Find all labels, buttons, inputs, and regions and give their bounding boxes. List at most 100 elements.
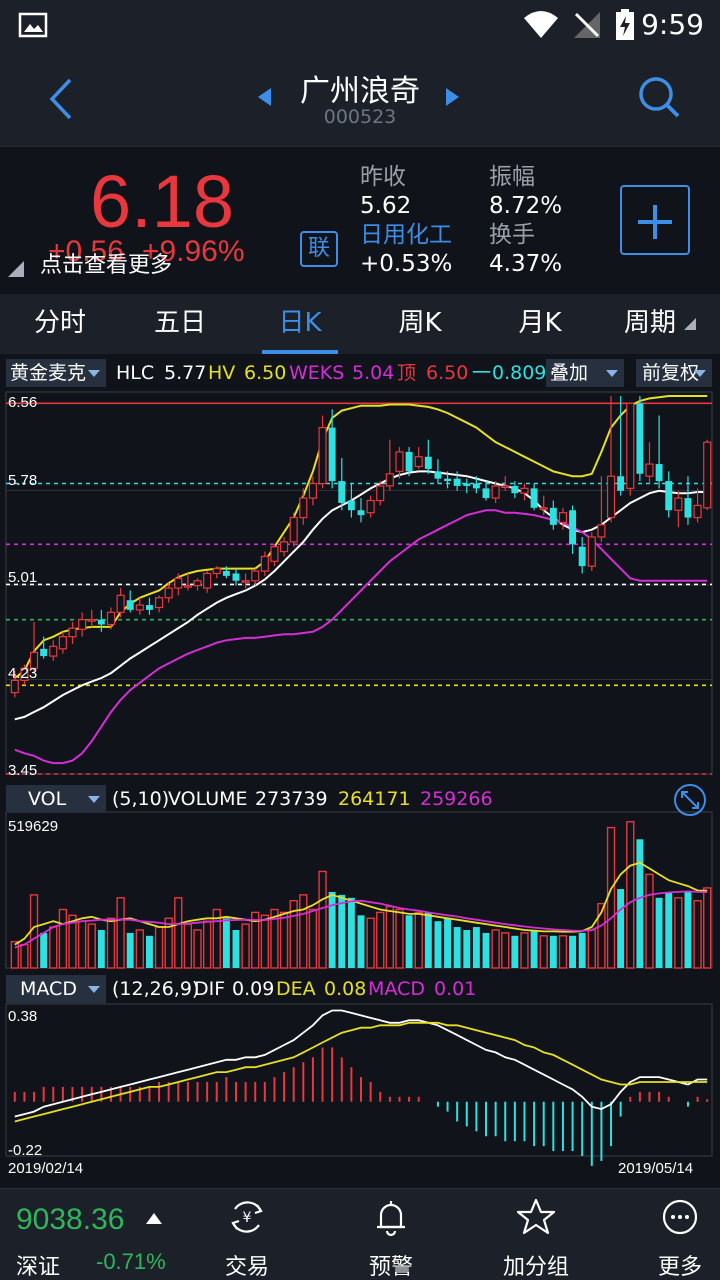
volume-bar-49 [482, 932, 490, 968]
candle-body-33 [328, 427, 336, 482]
price-tick-1: 5.78 [8, 472, 38, 489]
main-legend: 黄金麦克 HLC 5.77 HV 6.50 WEKS 5.04 顶 6.50 一… [0, 358, 720, 388]
prev-stock-icon[interactable] [258, 88, 271, 106]
macd-indicator-select[interactable]: MACD [6, 975, 106, 1003]
stock-code: 000523 [323, 106, 397, 128]
volume-bar-55 [539, 935, 548, 969]
candle-body-12 [126, 600, 134, 610]
volume-bar-16 [164, 917, 173, 969]
volume-bar-48 [472, 927, 480, 968]
main-indicator-select[interactable]: 黄金麦克 [6, 359, 106, 387]
nav-more[interactable]: 更多 [630, 1197, 720, 1280]
volume-bar-72 [703, 887, 712, 969]
nav-trade-label: 交易 [224, 1255, 269, 1280]
volume-bar-38 [376, 911, 385, 969]
volume-bar-4 [49, 926, 58, 969]
candle-body-16 [164, 587, 173, 599]
corner-expand-icon[interactable] [8, 261, 24, 277]
candle-body-60 [587, 536, 596, 567]
candle-body-31 [308, 482, 317, 499]
start-date-label: 2019/02/14 [8, 1160, 84, 1177]
candle-body-67 [655, 464, 663, 482]
volume-bar-27 [270, 908, 279, 969]
volume-bar-51 [501, 932, 510, 969]
volume-bar-68 [665, 891, 673, 968]
volume-bar-44 [434, 921, 442, 968]
price-tick-4: 3.45 [8, 762, 38, 779]
candle-body-30 [299, 497, 308, 519]
price-change: +0.56 +9.96% [48, 235, 263, 269]
volume-bar-23 [232, 929, 240, 968]
more-icon [662, 1199, 698, 1235]
sector-link[interactable]: 日用化工 [360, 222, 452, 248]
volume-bar-19 [193, 929, 202, 969]
back-icon[interactable] [40, 74, 84, 124]
tab-period[interactable]: 周期 [623, 308, 676, 338]
volume-bar-45 [444, 918, 452, 968]
volume-bar-50 [491, 929, 500, 969]
fullscreen-icon[interactable] [672, 782, 708, 818]
tab-monthly-k[interactable]: 月K [518, 308, 562, 338]
weks-value: 5.04 [352, 362, 395, 384]
volume-bar-67 [655, 897, 663, 968]
candle-body-38 [376, 485, 385, 502]
candle-body-68 [665, 481, 673, 511]
candle-body-18 [183, 585, 192, 588]
hlc-label: HLC [116, 362, 155, 384]
index-value[interactable]: 9038.36 [16, 1203, 125, 1236]
macd-panel-frame [5, 1003, 713, 1157]
candle-body-72 [703, 441, 712, 509]
volume-bar-9 [97, 929, 105, 968]
volume-bar-2 [29, 894, 39, 969]
next-stock-icon[interactable] [446, 88, 459, 106]
volume-bar-10 [106, 917, 116, 969]
turnover-label: 换手 [489, 222, 535, 248]
volume-ma5-line [14, 861, 708, 946]
tab-intraday[interactable]: 分时 [33, 308, 86, 338]
volume-bar-69 [674, 897, 683, 969]
overlay-select[interactable]: 叠加 [546, 359, 624, 387]
battery-charging-icon [616, 9, 634, 40]
tab-weekly-k[interactable]: 周K [398, 308, 442, 338]
volume-bar-54 [530, 929, 538, 968]
kline-chart[interactable] [0, 388, 720, 1182]
candle-body-48 [472, 483, 480, 489]
volume-bar-14 [145, 935, 153, 968]
candle-body-21 [212, 567, 221, 575]
add-watchlist-button[interactable] [620, 185, 690, 255]
tab-five-day[interactable]: 五日 [153, 308, 206, 338]
volume-bar-29 [289, 900, 298, 969]
hlc-value: 5.77 [164, 362, 207, 384]
vol-indicator-select[interactable]: VOL [6, 785, 106, 813]
volume-bar-65 [636, 839, 644, 968]
candle-body-35 [347, 500, 355, 511]
tab-daily-k[interactable]: 日K [278, 308, 322, 338]
search-icon[interactable] [636, 74, 682, 120]
volume-bar-25 [251, 911, 260, 969]
adjust-select[interactable]: 前复权 [636, 359, 712, 387]
prev-close-label: 昨收 [360, 164, 406, 190]
candle-body-17 [174, 577, 183, 589]
candle-body-43 [424, 456, 432, 469]
volume-bar-11 [116, 897, 125, 969]
volume-bar-47 [463, 929, 471, 968]
candle-body-23 [232, 573, 240, 581]
candle-body-69 [674, 497, 683, 511]
candle-body-64 [626, 402, 635, 489]
more-info-hint[interactable]: 点击查看更多 [40, 253, 173, 278]
volume-bar-33 [328, 891, 336, 968]
vol-volume-value: 273739 [255, 788, 328, 810]
svg-text:¥: ¥ [243, 1210, 252, 1226]
candle-body-71 [693, 504, 702, 519]
price-tick-2: 5.01 [8, 569, 38, 586]
period-dropdown-icon[interactable] [684, 318, 696, 330]
lian-badge[interactable]: 联 [300, 231, 338, 267]
candle-body-52 [511, 485, 519, 494]
nav-alert[interactable]: 预警 [341, 1197, 441, 1280]
nav-add-group[interactable]: 加分组 [486, 1197, 586, 1280]
last-price: 6.18 [90, 160, 235, 243]
nav-trade[interactable]: ¥ 交易 [197, 1197, 297, 1280]
volume-bar-6 [68, 914, 77, 969]
index-expand-icon[interactable] [146, 1213, 162, 1224]
period-tabs: 分时 五日 日K 周K 月K 周期 [0, 294, 720, 354]
